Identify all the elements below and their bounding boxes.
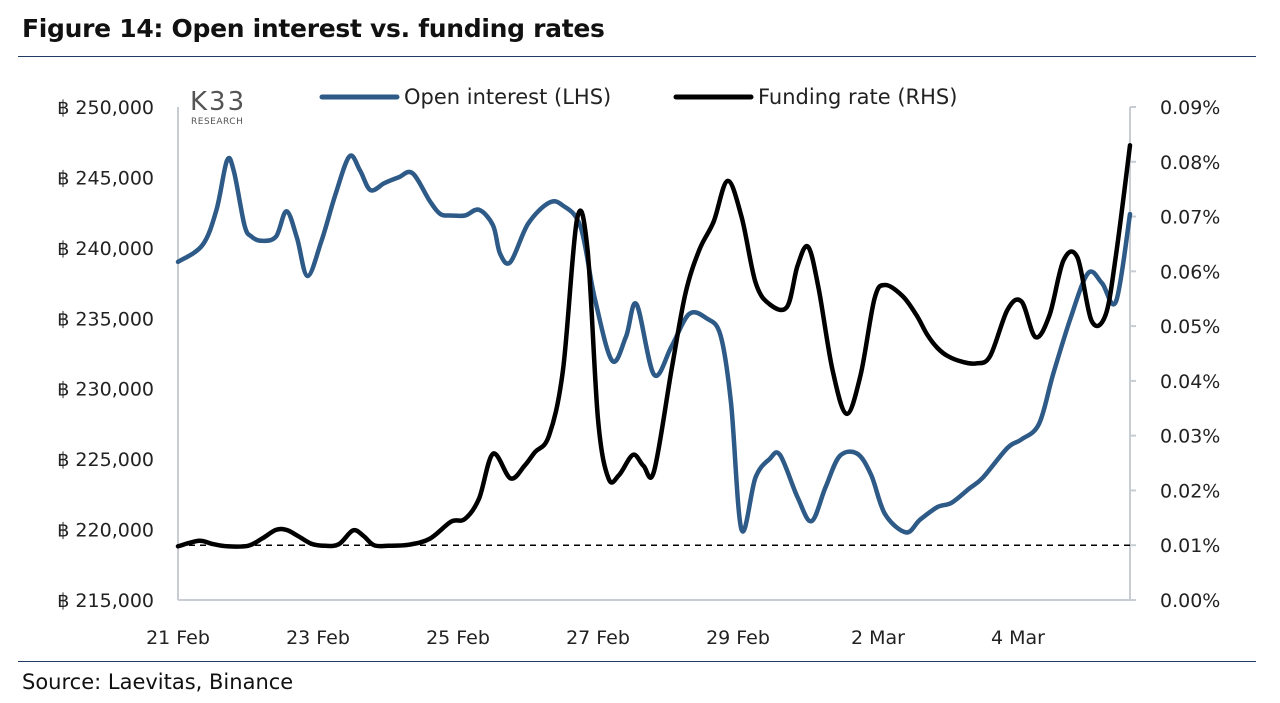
x-tick-label: 29 Feb: [706, 627, 770, 649]
series-lines: [175, 143, 1133, 549]
legend-funding-rate-label: Funding rate (RHS): [758, 85, 957, 109]
source-note: Source: Laevitas, Binance: [22, 670, 294, 694]
right-tick-label: 0.08%: [1160, 152, 1220, 174]
left-tick-label: ฿ 235,000: [57, 308, 154, 330]
left-tick-label: ฿ 225,000: [57, 449, 154, 471]
right-tick-label: 0.00%: [1160, 590, 1220, 612]
right-tick-label: 0.01%: [1160, 535, 1220, 557]
x-tick-label: 21 Feb: [146, 627, 210, 649]
legend: Open interest (LHS) Funding rate (RHS): [319, 85, 957, 109]
left-tick-label: ฿ 250,000: [57, 97, 154, 119]
x-axis-ticks: 21 Feb 23 Feb 25 Feb 27 Feb 29 Feb 2 Mar 4 Mar: [146, 627, 1045, 649]
left-tick-label: ฿ 230,000: [57, 379, 154, 401]
right-tick-label: 0.05%: [1160, 316, 1220, 338]
left-axis-ticks: ฿ 215,000 ฿ 220,000 ฿ 225,000 ฿ 230,000 ฿ 23…: [57, 97, 154, 612]
right-tick-label: 0.07%: [1160, 207, 1220, 229]
x-tick-label: 25 Feb: [426, 627, 490, 649]
right-tick-label: 0.09%: [1160, 97, 1220, 119]
x-tick-label: 4 Mar: [991, 627, 1045, 649]
right-tick-label: 0.03%: [1160, 426, 1220, 448]
right-axis-ticks: 0.00% 0.01% 0.02% 0.03% 0.04% 0.05% 0.06% 0.07%…: [1160, 97, 1220, 612]
right-tick-label: 0.06%: [1160, 261, 1220, 283]
legend-open-interest-label: Open interest (LHS): [404, 85, 611, 109]
x-tick-label: 27 Feb: [566, 627, 630, 649]
left-tick-label: ฿ 240,000: [57, 238, 154, 260]
funding-rate-line: [175, 143, 1133, 549]
left-tick-label: ฿ 245,000: [57, 167, 154, 189]
figure-title: Figure 14: Open interest vs. funding rat…: [22, 14, 605, 43]
left-tick-label: ฿ 220,000: [57, 520, 154, 542]
axes: [177, 106, 1136, 601]
source-rule: [18, 661, 1256, 662]
logo-subtext: RESEARCH: [191, 117, 243, 127]
x-tick-label: 23 Feb: [286, 627, 350, 649]
x-tick-label: 2 Mar: [851, 627, 905, 649]
right-tick-label: 0.02%: [1160, 480, 1220, 502]
left-tick-label: ฿ 215,000: [57, 590, 154, 612]
right-tick-label: 0.04%: [1160, 371, 1220, 393]
title-rule: [18, 56, 1256, 57]
k33-logo: K33 RESEARCH: [190, 87, 246, 127]
open-interest-line: [175, 153, 1133, 535]
logo-text: K33: [190, 87, 246, 117]
